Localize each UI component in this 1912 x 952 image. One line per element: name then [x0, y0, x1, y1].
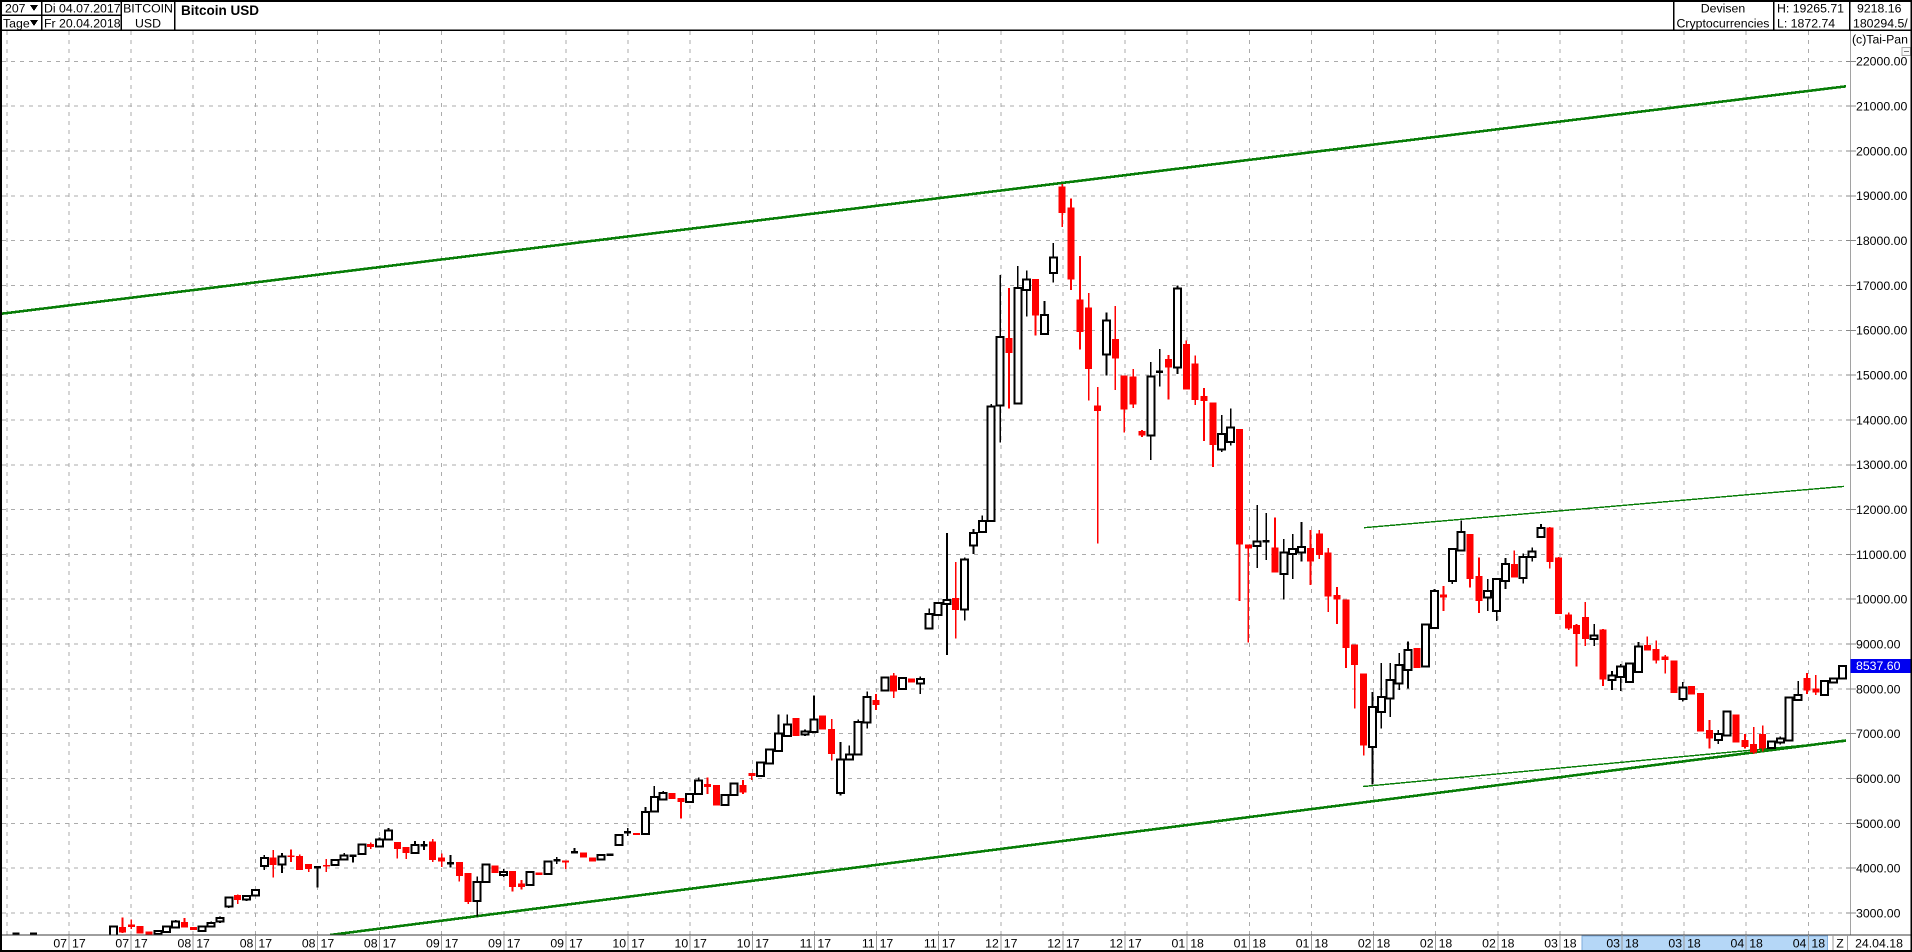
- svg-text:19000.00: 19000.00: [1856, 189, 1907, 203]
- svg-text:04: 04: [1731, 937, 1745, 951]
- svg-text:01: 01: [1172, 937, 1186, 951]
- svg-text:(c)Tai-Pan: (c)Tai-Pan: [1852, 33, 1908, 47]
- svg-text:17: 17: [72, 937, 86, 951]
- svg-text:02: 02: [1420, 937, 1434, 951]
- svg-text:10: 10: [612, 937, 626, 951]
- svg-text:18: 18: [1811, 937, 1825, 951]
- svg-text:17000.00: 17000.00: [1856, 279, 1907, 293]
- svg-text:10000.00: 10000.00: [1856, 593, 1907, 607]
- svg-text:20000.00: 20000.00: [1856, 144, 1907, 158]
- svg-text:08: 08: [302, 937, 316, 951]
- svg-text:02: 02: [1358, 937, 1372, 951]
- svg-text:08: 08: [178, 937, 192, 951]
- svg-text:17: 17: [196, 937, 210, 951]
- svg-text:18: 18: [1377, 937, 1391, 951]
- svg-text:H: 19265.71: H: 19265.71: [1777, 2, 1844, 16]
- svg-text:09: 09: [426, 937, 440, 951]
- svg-text:18000.00: 18000.00: [1856, 234, 1907, 248]
- svg-text:USD: USD: [135, 17, 161, 31]
- svg-text:Cryptocurrencies: Cryptocurrencies: [1677, 17, 1770, 31]
- svg-text:BITCOIN: BITCOIN: [123, 2, 173, 16]
- svg-text:24.04.18: 24.04.18: [1855, 937, 1903, 951]
- svg-text:08: 08: [240, 937, 254, 951]
- svg-text:10: 10: [737, 937, 751, 951]
- svg-text:12: 12: [1109, 937, 1123, 951]
- svg-text:03: 03: [1544, 937, 1558, 951]
- svg-text:11: 11: [800, 937, 813, 951]
- svg-text:207: 207: [5, 2, 26, 16]
- svg-text:11000.00: 11000.00: [1856, 548, 1907, 562]
- svg-text:07: 07: [115, 937, 129, 951]
- svg-text:Tage: Tage: [3, 17, 30, 31]
- svg-text:8000.00: 8000.00: [1856, 682, 1901, 696]
- svg-text:15000.00: 15000.00: [1856, 369, 1907, 383]
- svg-text:17: 17: [817, 937, 831, 951]
- svg-text:180294.5/: 180294.5/: [1853, 17, 1908, 31]
- svg-text:22000.00: 22000.00: [1856, 55, 1907, 69]
- svg-text:17: 17: [134, 937, 148, 951]
- svg-text:16000.00: 16000.00: [1856, 324, 1907, 338]
- svg-text:4000.00: 4000.00: [1856, 862, 1901, 876]
- svg-text:18: 18: [1501, 937, 1515, 951]
- svg-text:18: 18: [1687, 937, 1701, 951]
- svg-text:17: 17: [445, 937, 459, 951]
- svg-text:9000.00: 9000.00: [1856, 638, 1901, 652]
- svg-text:01: 01: [1296, 937, 1310, 951]
- svg-text:Bitcoin USD: Bitcoin USD: [181, 3, 259, 18]
- svg-text:17: 17: [1128, 937, 1142, 951]
- svg-text:13000.00: 13000.00: [1856, 458, 1907, 472]
- svg-text:02: 02: [1482, 937, 1496, 951]
- svg-text:18: 18: [1252, 937, 1266, 951]
- svg-text:12000.00: 12000.00: [1856, 503, 1907, 517]
- svg-text:17: 17: [383, 937, 397, 951]
- svg-text:17: 17: [755, 937, 769, 951]
- svg-text:17: 17: [321, 937, 335, 951]
- svg-text:17: 17: [693, 937, 707, 951]
- svg-text:17: 17: [942, 937, 956, 951]
- svg-text:09: 09: [488, 937, 502, 951]
- svg-text:18: 18: [1625, 937, 1639, 951]
- svg-text:17: 17: [1066, 937, 1080, 951]
- svg-text:17: 17: [631, 937, 645, 951]
- svg-text:01: 01: [1234, 937, 1248, 951]
- svg-text:9218.16: 9218.16: [1857, 2, 1902, 16]
- svg-text:L: 1872.74: L: 1872.74: [1777, 17, 1835, 31]
- svg-text:17: 17: [1004, 937, 1018, 951]
- svg-text:Fr 20.04.2018: Fr 20.04.2018: [44, 17, 121, 31]
- svg-text:7000.00: 7000.00: [1856, 727, 1901, 741]
- svg-text:18: 18: [1563, 937, 1577, 951]
- svg-text:09: 09: [550, 937, 564, 951]
- svg-text:3000.00: 3000.00: [1856, 906, 1901, 920]
- svg-text:12: 12: [1047, 937, 1061, 951]
- svg-text:03: 03: [1606, 937, 1620, 951]
- svg-text:17: 17: [880, 937, 894, 951]
- svg-text:11: 11: [862, 937, 875, 951]
- svg-text:21000.00: 21000.00: [1856, 100, 1907, 114]
- svg-text:04: 04: [1793, 937, 1807, 951]
- svg-text:12: 12: [985, 937, 999, 951]
- svg-text:03: 03: [1668, 937, 1682, 951]
- svg-text:18: 18: [1314, 937, 1328, 951]
- svg-text:18: 18: [1439, 937, 1453, 951]
- svg-text:17: 17: [258, 937, 272, 951]
- svg-text:5000.00: 5000.00: [1856, 817, 1901, 831]
- svg-text:11: 11: [924, 937, 937, 951]
- svg-text:Devisen: Devisen: [1701, 2, 1746, 16]
- svg-text:17: 17: [507, 937, 521, 951]
- svg-text:17: 17: [569, 937, 583, 951]
- svg-text:Di 04.07.2017: Di 04.07.2017: [44, 2, 121, 16]
- svg-text:8537.60: 8537.60: [1856, 659, 1901, 673]
- svg-text:07: 07: [53, 937, 67, 951]
- svg-text:6000.00: 6000.00: [1856, 772, 1901, 786]
- svg-text:18: 18: [1749, 937, 1763, 951]
- svg-text:Z: Z: [1836, 937, 1844, 951]
- svg-text:08: 08: [364, 937, 378, 951]
- svg-text:10: 10: [675, 937, 689, 951]
- svg-text:14000.00: 14000.00: [1856, 413, 1907, 427]
- svg-text:18: 18: [1190, 937, 1204, 951]
